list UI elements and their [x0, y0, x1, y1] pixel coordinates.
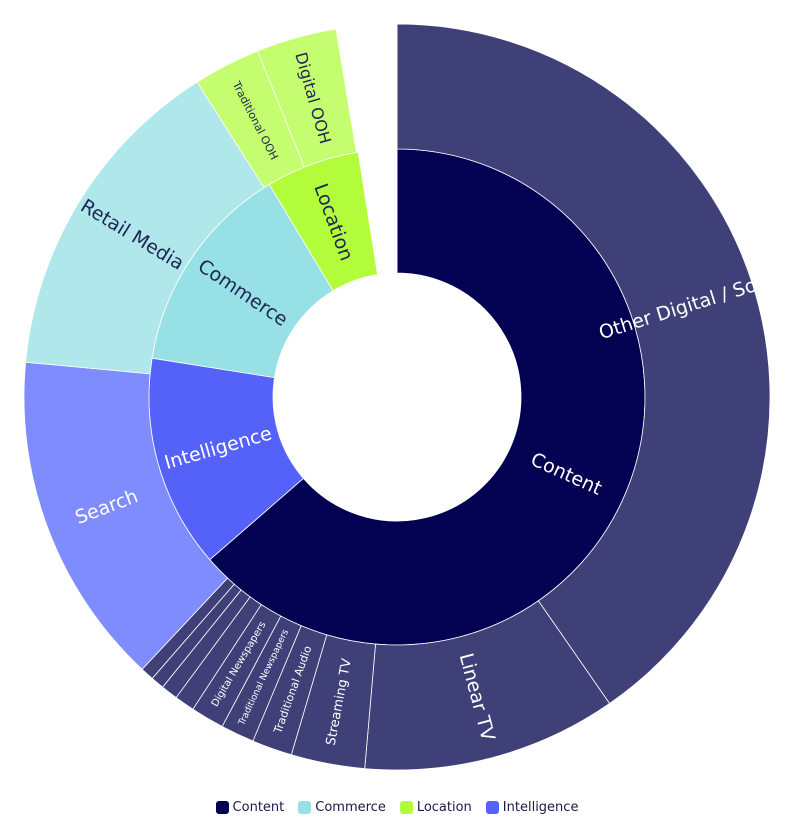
- legend-label-location: Location: [416, 800, 472, 815]
- legend-swatch-intelligence: [485, 801, 499, 814]
- legend: Content Commerce Location Intelligence: [0, 800, 794, 815]
- legend-label-intelligence: Intelligence: [502, 800, 579, 815]
- outer-segment-unlabeled-14: [335, 23, 398, 153]
- legend-label-commerce: Commerce: [315, 800, 386, 815]
- legend-swatch-location: [399, 801, 413, 814]
- legend-swatch-content: [215, 801, 229, 814]
- legend-item-content[interactable]: Content: [215, 800, 285, 815]
- legend-item-commerce[interactable]: Commerce: [298, 800, 386, 815]
- legend-swatch-commerce: [298, 801, 312, 814]
- legend-item-location[interactable]: Location: [399, 800, 472, 815]
- legend-item-intelligence[interactable]: Intelligence: [485, 800, 579, 815]
- outer-segment-other-digital-social[interactable]: [396, 23, 771, 705]
- sunburst-chart: ContentIntelligenceCommerceLocationOther…: [24, 23, 771, 770]
- legend-label-content: Content: [232, 800, 285, 815]
